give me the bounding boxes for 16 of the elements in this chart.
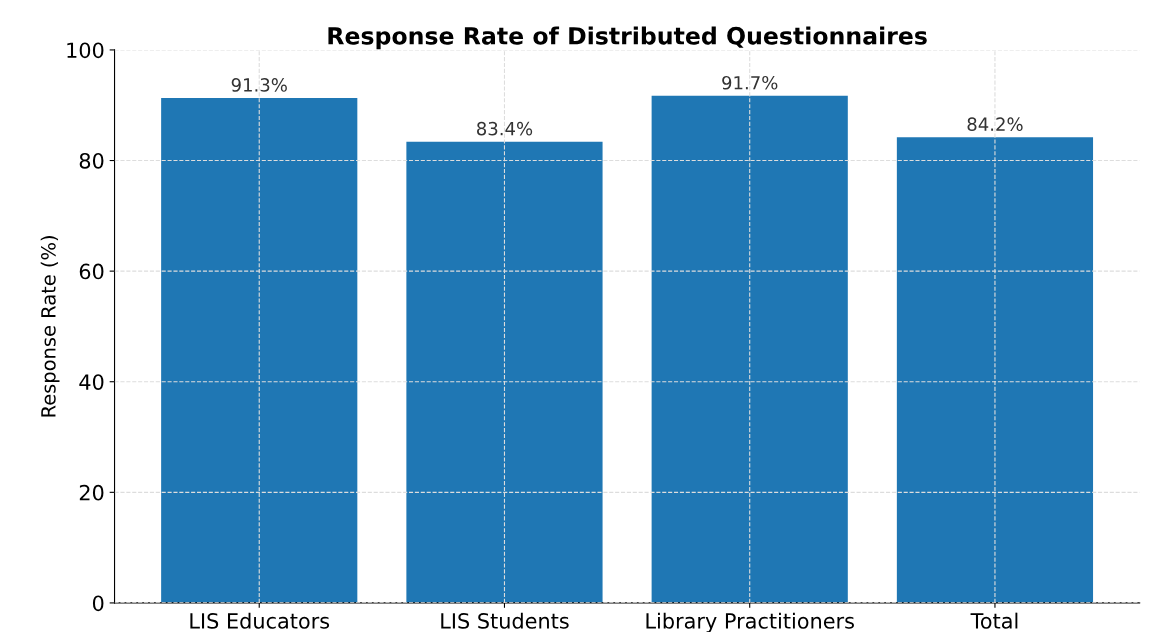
x-tick-label: LIS Educators — [190, 612, 330, 629]
y-tick-label: 100 — [67, 42, 104, 59]
y-axis-title: Response Rate (%) — [40, 236, 60, 417]
data-label: 91.7% — [722, 75, 778, 90]
y-tick-label: 60 — [79, 263, 104, 280]
y-tick-label: 80 — [79, 152, 104, 169]
x-tick-label: Library Practitioners — [646, 612, 854, 632]
data-label: 91.3% — [231, 78, 287, 92]
data-label: 84.2% — [967, 117, 1023, 132]
x-tick-label: Total — [970, 612, 1018, 629]
y-tick-label: 20 — [79, 484, 104, 501]
y-tick-label: 0 — [92, 595, 104, 612]
data-label: 83.4% — [477, 121, 533, 136]
y-tick-label: 40 — [79, 374, 104, 390]
chart-title: Response Rate of Distributed Questionnaires — [328, 26, 927, 50]
x-tick-label: LIS Students — [441, 612, 569, 629]
